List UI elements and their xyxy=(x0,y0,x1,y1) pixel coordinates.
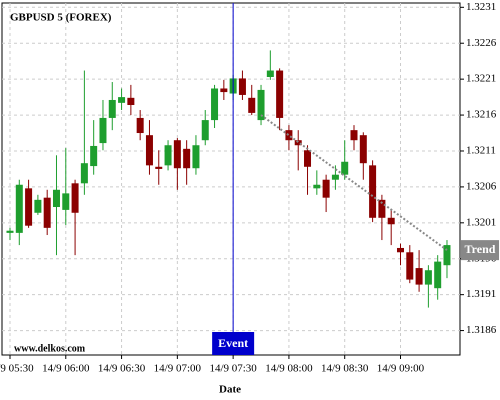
candle-body xyxy=(406,252,414,280)
x-tick-label: 14/9 07:00 xyxy=(154,363,202,375)
candle-body xyxy=(396,247,404,253)
candle-body xyxy=(387,217,395,225)
candle-body xyxy=(108,99,116,118)
candle-body xyxy=(248,97,256,113)
candle-body xyxy=(266,70,274,77)
candle-body xyxy=(15,184,23,233)
candle-body xyxy=(285,130,293,141)
candle-body xyxy=(71,183,79,213)
candle-body xyxy=(80,163,88,184)
x-tick-label: 14/9 06:30 xyxy=(98,363,146,375)
candle-body xyxy=(155,166,163,169)
y-tick-label: 1.3206 xyxy=(466,180,497,192)
x-tick-label: 14/9 05:30 xyxy=(0,363,34,375)
candle-body xyxy=(304,150,312,167)
candle-body xyxy=(322,179,330,198)
candle-body xyxy=(331,174,339,180)
event-label: Event xyxy=(218,336,248,350)
y-tick-label: 1.3216 xyxy=(466,109,497,121)
candle-body xyxy=(90,145,98,167)
y-tick-label: 1.3186 xyxy=(466,324,497,336)
candle-body xyxy=(424,270,432,285)
candle-body xyxy=(6,230,14,233)
x-tick-label: 14/9 08:30 xyxy=(321,363,369,375)
trend-label: Trend xyxy=(465,242,496,256)
candle-body xyxy=(183,148,191,169)
chart-title: GBPUSD 5 (FOREX) xyxy=(10,12,112,24)
candle-body xyxy=(99,117,107,144)
candle-body xyxy=(350,130,358,141)
candle-body xyxy=(25,188,33,226)
candle-body xyxy=(443,245,451,266)
watermark: www.delkos.com xyxy=(14,343,86,354)
candle-body xyxy=(238,78,246,95)
y-tick-label: 1.3201 xyxy=(466,216,496,228)
candle-body xyxy=(62,193,70,210)
x-tick-label: 14/9 09:00 xyxy=(377,363,425,375)
x-axis-label: Date xyxy=(219,384,241,396)
candle-body xyxy=(34,199,42,213)
candle-body xyxy=(341,161,349,175)
candle-body xyxy=(127,97,135,106)
candle-body xyxy=(164,145,172,166)
y-tick-label: 1.3211 xyxy=(466,145,496,157)
candle-body xyxy=(118,97,126,103)
x-tick-label: 14/9 08:00 xyxy=(265,363,313,375)
candle-body xyxy=(294,140,302,146)
y-tick-label: 1.3191 xyxy=(466,288,496,300)
y-tick-label: 1.3226 xyxy=(466,37,497,49)
candle-body xyxy=(276,70,284,118)
trend-label-box xyxy=(461,240,499,261)
candle-body xyxy=(257,89,265,121)
candle-body xyxy=(211,88,219,121)
candle-body xyxy=(415,268,423,285)
candle-body xyxy=(201,120,209,141)
candle-body xyxy=(173,140,181,169)
candle-body xyxy=(434,261,442,289)
x-tick-label: 14/9 06:00 xyxy=(42,363,90,375)
candle-body xyxy=(192,145,200,169)
candle-body xyxy=(359,135,367,164)
plot-area xyxy=(1,2,461,356)
candle-body xyxy=(378,199,386,218)
candle-body xyxy=(43,197,51,228)
candle-body xyxy=(136,117,144,134)
x-tick-label: 14/9 07:30 xyxy=(209,363,257,375)
y-tick-label: 1.3231 xyxy=(466,1,496,13)
event-label-box xyxy=(212,332,255,355)
candle-body xyxy=(369,165,377,218)
candle-body xyxy=(52,189,60,208)
candle-body xyxy=(145,135,153,166)
y-tick-label: 1.3221 xyxy=(466,73,496,85)
candle-body xyxy=(313,184,321,189)
candle-body xyxy=(220,88,228,93)
